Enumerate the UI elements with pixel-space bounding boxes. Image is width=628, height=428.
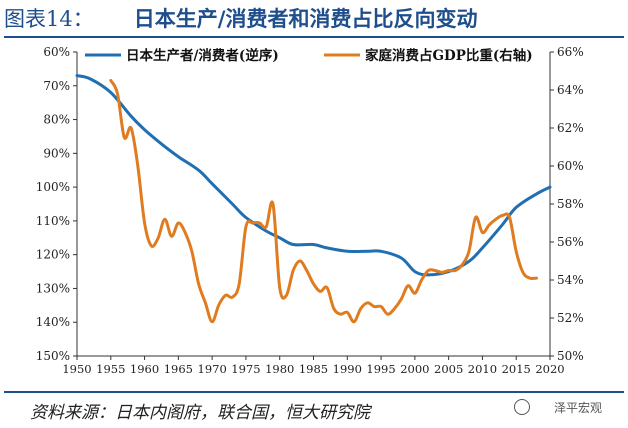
series-line-producer-consumer [75,74,552,277]
x-tick-label: 2020 [535,362,564,376]
x-tick-label: 1960 [130,362,159,376]
footer-divider [4,391,624,393]
x-tick-label: 1995 [366,362,395,376]
right-tick-label: 62% [557,121,584,135]
right-tick-label: 58% [557,197,584,211]
left-tick-label: 150% [36,349,70,363]
figure-name: 日本生产/消费者和消费占比反向变动 [133,6,478,31]
x-tick-label: 1975 [231,362,260,376]
left-tick-label: 100% [36,180,70,194]
right-tick-label: 60% [557,159,584,173]
left-tick-label: 140% [36,315,70,329]
left-tick-label: 70% [43,79,70,93]
x-tick-label: 1985 [299,362,328,376]
source-note: 资料来源：日本内阁府，联合国，恒大研究院 [30,403,370,423]
x-tick-label: 1980 [265,362,294,376]
right-tick-label: 66% [557,45,584,59]
figure-label: 图表14： [4,7,94,31]
right-tick-label: 52% [557,311,584,325]
title-divider [4,36,624,38]
left-tick-label: 130% [36,281,70,295]
right-tick-label: 64% [557,83,584,97]
left-tick-label: 80% [43,113,70,127]
x-tick-label: 2000 [400,362,429,376]
legend-label: 家庭消费占GDP比重(右轴) [365,47,533,64]
chart: 60% 70% 80% 90% 100% 110% 120% 130% 140% 150% 50% 5… [36,45,584,376]
x-tick-label: 1955 [96,362,125,376]
x-tick-label: 1990 [333,362,362,376]
x-tick-label: 2010 [468,362,497,376]
legend-label: 日本生产者/消费者(逆序) [126,47,279,64]
left-tick-label: 90% [43,146,70,160]
x-tick-label: 2005 [434,362,463,376]
left-tick-label: 110% [36,214,70,228]
right-tick-label: 56% [557,235,584,249]
right-tick-label: 54% [557,273,584,287]
x-tick-label: 2015 [502,362,531,376]
x-tick-label: 1950 [62,362,91,376]
x-tick-label: 1970 [198,362,227,376]
watermark: 泽平宏观 [553,401,602,415]
watermark-icon [514,399,530,415]
right-tick-label: 50% [557,349,584,363]
figure-title: 图表14： 日本生产/消费者和消费占比反向变动 [4,3,624,35]
series-line-consumption-share [109,79,538,324]
x-tick-label: 1965 [164,362,193,376]
left-tick-label: 120% [36,248,70,262]
left-tick-label: 60% [43,45,70,59]
